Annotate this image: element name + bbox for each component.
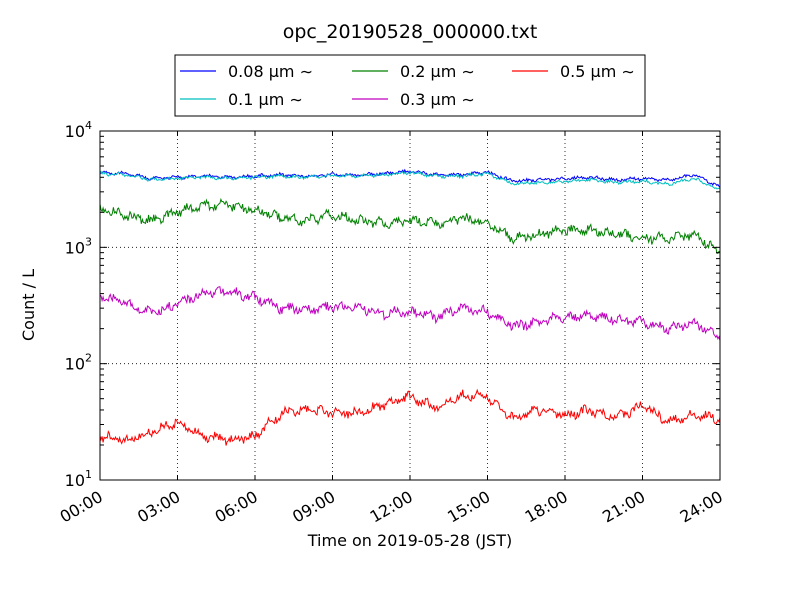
y-tick-labels: 101 102 103 104 [65,119,92,490]
x-tick-label: 12:00 [367,487,416,527]
series-line [99,286,721,341]
legend-label: 0.3 μm ∼ [400,90,475,109]
grid [100,131,720,480]
legend-label: 0.2 μm ∼ [400,62,475,81]
x-tick-label: 15:00 [444,487,493,527]
x-tick-label: 18:00 [522,487,571,527]
y-tick-label: 101 [65,468,92,490]
x-tick-label: 06:00 [212,487,261,527]
legend-label: 0.5 μm ∼ [560,62,635,81]
y-tick-label: 103 [65,235,92,257]
x-tick-label: 03:00 [134,487,183,527]
y-tick-label: 102 [65,352,92,374]
series-line [99,197,721,254]
legend-label: 0.08 μm ∼ [228,62,313,81]
x-tick-label: 24:00 [677,487,726,527]
axis-ticks [99,130,721,481]
chart-title: opc_20190528_000000.txt [283,21,538,43]
x-tick-label: 21:00 [599,487,648,527]
x-tick-label: 09:00 [289,487,338,527]
x-tick-labels: 00:00 03:00 06:00 09:00 12:00 15:00 18:00 21:00… [57,487,726,527]
series-line [99,388,721,446]
y-axis-label: Count / L [19,269,38,341]
plot-area [99,130,721,481]
x-tick-label: 00:00 [57,487,106,527]
y-tick-label: 104 [65,119,92,141]
x-axis-label: Time on 2019-05-28 (JST) [307,531,512,550]
series-line [99,170,721,190]
series-lines [99,168,721,446]
legend-box [174,54,646,117]
legend: 0.08 μm ∼ 0.1 μm ∼ 0.2 μm ∼ 0.3 μm ∼ 0.5 μm … [174,54,646,117]
series-line [99,168,721,188]
legend-label: 0.1 μm ∼ [228,90,303,109]
